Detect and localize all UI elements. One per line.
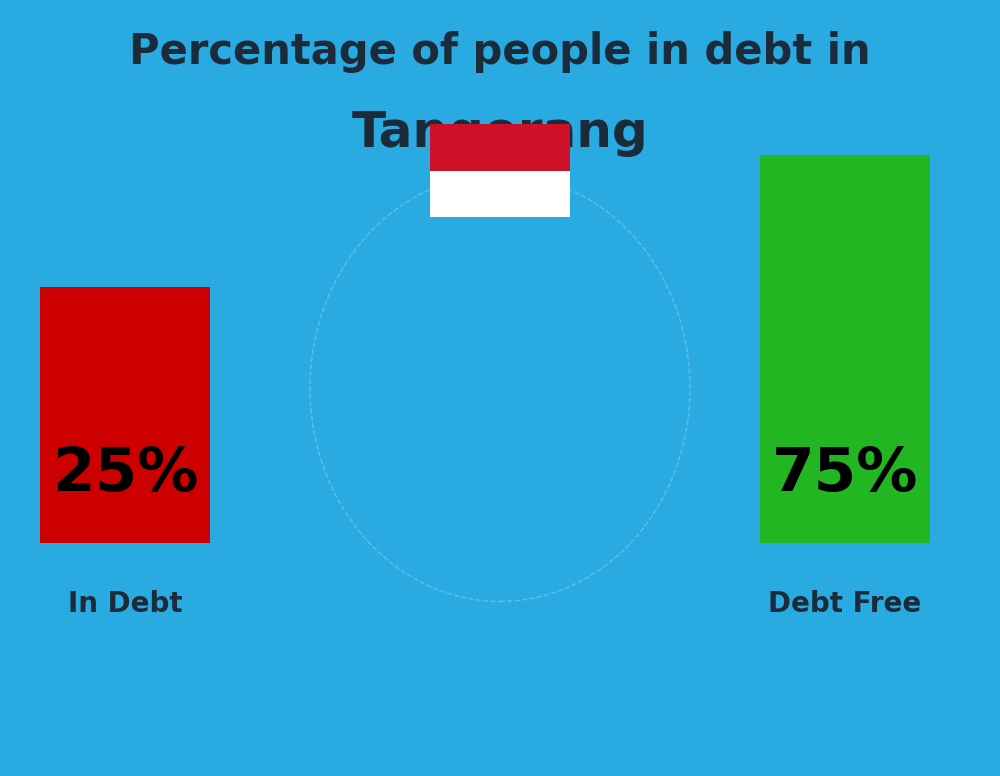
Bar bbox=[760, 155, 930, 543]
Bar bbox=[40, 287, 210, 543]
Text: Debt Free: Debt Free bbox=[768, 590, 922, 618]
Text: 25%: 25% bbox=[52, 445, 198, 504]
Text: 75%: 75% bbox=[772, 445, 918, 504]
Text: Percentage of people in debt in: Percentage of people in debt in bbox=[129, 31, 871, 73]
Bar bbox=[430, 124, 570, 171]
Text: Tangerang: Tangerang bbox=[352, 109, 648, 157]
Text: In Debt: In Debt bbox=[68, 590, 182, 618]
Bar bbox=[430, 171, 570, 217]
